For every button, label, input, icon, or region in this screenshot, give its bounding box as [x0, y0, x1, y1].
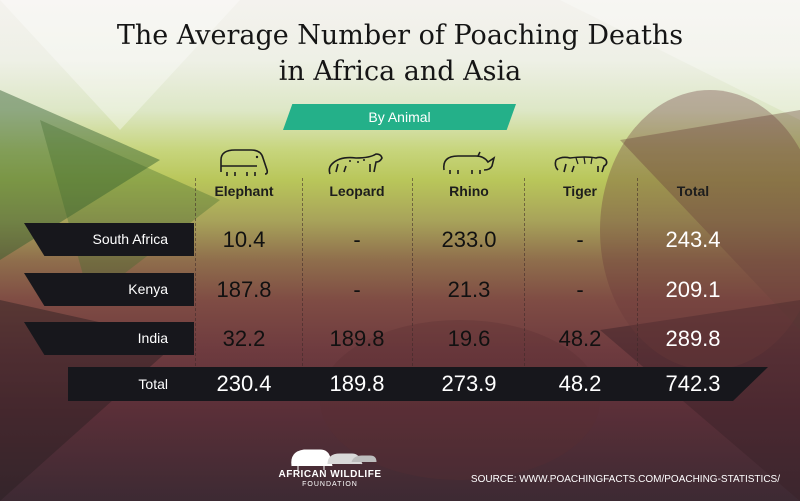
column-divider [524, 178, 525, 396]
table-cell: - [353, 277, 361, 302]
title-line-1: The Average Number of Poaching Deaths [116, 20, 684, 51]
table-cell: - [353, 227, 361, 252]
table-cell: 32.2 [222, 326, 266, 351]
logo-animals-icon [291, 449, 377, 470]
total-cell: 48.2 [558, 371, 602, 396]
column-divider [637, 178, 638, 396]
total-row-bar [68, 367, 768, 401]
source-note: SOURCE: WWW.POACHINGFACTS.COM/POACHING-S… [470, 474, 780, 485]
column-divider [302, 178, 303, 396]
table-cell: 10.4 [222, 227, 266, 252]
total-cell-grand: 742.3 [665, 371, 721, 396]
logo-subtitle: FOUNDATION [302, 481, 358, 488]
table-cell: - [576, 227, 584, 252]
table-cell-total: 209.1 [665, 277, 721, 302]
row-label-kenya: Kenya [128, 281, 168, 297]
column-divider [195, 178, 196, 396]
chart-title: The Average Number of Poaching Deaths in… [0, 18, 800, 90]
logo-name: AFRICAN WILDLIFE [278, 469, 382, 480]
table-cell: 233.0 [441, 227, 497, 252]
table-cell-total: 243.4 [665, 227, 721, 252]
total-cell: 189.8 [329, 371, 385, 396]
row-label-south-africa: South Africa [92, 231, 169, 247]
tiger-icon [554, 156, 608, 173]
column-divider [412, 178, 413, 396]
table-cell-total: 289.8 [665, 326, 721, 351]
subtitle: By Animal [368, 109, 431, 125]
leopard-icon [328, 153, 383, 175]
table-cell: - [576, 277, 584, 302]
table-cell: 187.8 [216, 277, 272, 302]
table-cell: 48.2 [558, 326, 602, 351]
column-header-rhino: Rhino [449, 183, 489, 199]
elephant-icon [220, 149, 269, 176]
table-cell: 189.8 [329, 326, 385, 351]
rhino-icon [442, 151, 496, 174]
column-header-elephant: Elephant [214, 183, 274, 199]
row-label-total: Total [138, 376, 168, 392]
row-label-bar [24, 322, 194, 355]
table-cell: 19.6 [447, 326, 491, 351]
title-line-2: in Africa and Asia [278, 56, 522, 87]
table-cell: 21.3 [447, 277, 491, 302]
column-header-tiger: Tiger [563, 183, 597, 199]
total-cell: 230.4 [216, 371, 272, 396]
row-label-india: India [137, 330, 168, 346]
row-label-bar [24, 223, 194, 256]
row-label-bar [24, 273, 194, 306]
column-header-total: Total [676, 183, 710, 199]
column-header-leopard: Leopard [329, 183, 385, 199]
subtitle-banner [283, 104, 516, 130]
total-cell: 273.9 [441, 371, 497, 396]
